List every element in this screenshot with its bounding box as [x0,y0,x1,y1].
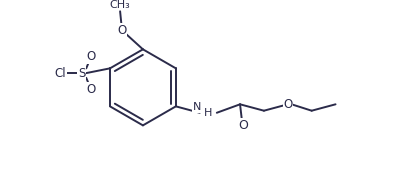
Text: N: N [193,102,201,112]
Text: O: O [86,50,96,63]
Text: Cl: Cl [55,67,66,80]
Text: O: O [238,119,248,132]
Text: O: O [117,24,127,37]
Text: H: H [203,108,212,118]
Text: O: O [283,98,293,111]
Text: CH₃: CH₃ [110,0,131,10]
Text: S: S [78,67,85,80]
Text: O: O [86,83,96,96]
